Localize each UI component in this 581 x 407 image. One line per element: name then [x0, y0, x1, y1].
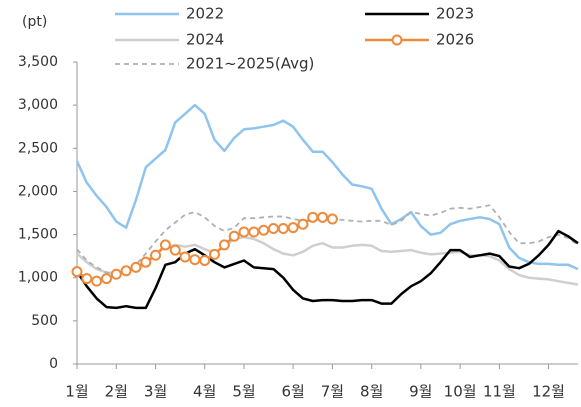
point	[297, 218, 309, 230]
point	[307, 211, 319, 223]
x-tick-label: 11월	[483, 383, 516, 401]
point	[159, 239, 171, 251]
x-tick-label: 1월	[65, 383, 88, 401]
x-tick-label: 2월	[105, 383, 128, 401]
y-tick-label: 2,500	[18, 140, 58, 156]
x-tick-label: 4월	[193, 383, 216, 401]
legend-label: 2026	[436, 31, 474, 49]
point	[287, 222, 299, 234]
legend-label: 2023	[436, 5, 474, 23]
y-tick-label: 1,000	[18, 270, 58, 286]
point	[248, 226, 260, 238]
legend-label: 2024	[186, 31, 224, 49]
y-tick-label: 3,500	[18, 54, 58, 70]
series-line	[75, 103, 579, 271]
point	[228, 230, 240, 242]
point	[81, 273, 93, 285]
legend-label: 2021~2025(Avg)	[186, 55, 314, 73]
point	[140, 256, 152, 268]
series-line	[75, 229, 579, 310]
point	[100, 273, 112, 285]
x-tick-label: 9월	[409, 383, 432, 401]
y-tick-label: 500	[31, 313, 58, 329]
point	[169, 244, 181, 256]
x-tick-label: 3월	[144, 383, 167, 401]
point	[91, 275, 103, 287]
x-tick-label: 7월	[321, 383, 344, 401]
point	[179, 251, 191, 263]
series-line	[76, 204, 579, 275]
point	[209, 248, 221, 260]
point	[71, 266, 83, 278]
x-tick-label: 6월	[281, 383, 304, 401]
legend-label: 2022	[186, 5, 224, 23]
point	[218, 239, 230, 251]
y-axis-label: (pt)	[22, 14, 47, 30]
point	[120, 265, 132, 277]
point	[130, 261, 142, 273]
point	[110, 268, 122, 280]
point	[267, 223, 279, 235]
point	[238, 226, 250, 238]
point	[258, 224, 270, 236]
x-tick-label: 8월	[360, 383, 383, 401]
x-tick-label: 5월	[232, 383, 255, 401]
point	[277, 223, 289, 235]
y-tick-label: 2,000	[18, 183, 58, 199]
x-tick-label: 12월	[532, 383, 565, 401]
point	[189, 254, 201, 266]
x-tick-label: 10월	[444, 383, 477, 401]
point	[326, 213, 338, 225]
legend-marker	[391, 34, 403, 46]
y-tick-label: 1,500	[18, 227, 58, 243]
y-tick-label: 3,000	[18, 97, 58, 113]
point	[150, 249, 162, 261]
point	[199, 254, 211, 266]
point	[317, 211, 329, 223]
y-tick-label: 0	[49, 356, 58, 372]
